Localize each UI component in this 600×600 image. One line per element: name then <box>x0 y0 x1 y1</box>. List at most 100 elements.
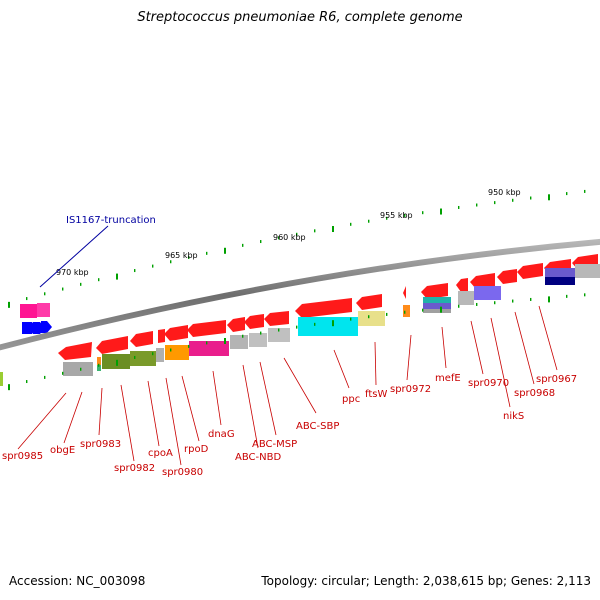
gene-arrow-ftsW <box>403 286 406 299</box>
inner-scale-tick <box>8 384 10 391</box>
mobile-label-IS1167: IS1167-truncation <box>66 215 156 226</box>
gene-label-spr0980: spr0980 <box>162 467 203 478</box>
genome-summary-text: Topology: circular; Length: 2,038,615 bp… <box>261 574 591 588</box>
gene-arrow-mefE <box>421 283 448 299</box>
outer-scale-tick <box>170 260 172 264</box>
outer-scale-tick <box>296 232 298 236</box>
outer-scale-tick <box>512 198 514 202</box>
outer-scale-tick <box>8 301 10 308</box>
inner-scale-tick <box>170 348 172 352</box>
inner-scale-tick <box>296 325 298 329</box>
mobile-arrow-blue-3 <box>41 321 52 333</box>
gene-arrow-ppc <box>356 294 382 310</box>
inner-scale-tick <box>584 293 586 297</box>
block-gray-2 <box>156 348 164 362</box>
outer-scale-tick <box>584 189 586 193</box>
outer-scale-tick <box>278 236 280 240</box>
inner-scale-tick <box>62 371 64 375</box>
inner-scale-tick <box>134 355 136 359</box>
gene-arrow-rpoD <box>187 320 226 337</box>
outer-scale-tick <box>314 229 316 233</box>
outer-scale-tick <box>458 205 460 209</box>
outer-scale-tick <box>530 196 532 200</box>
outer-scale-tick <box>80 282 82 286</box>
outer-scale-tick <box>386 216 388 220</box>
gene-label-spr0970: spr0970 <box>468 378 509 389</box>
gene-arrow-spr0985 <box>58 342 92 360</box>
kbp-label-960: 960 kbp <box>273 233 306 242</box>
gene-arrow-spr0968 <box>497 269 517 284</box>
block-cyan-2 <box>423 297 451 303</box>
gene-labels: spr0985 obgE spr0983 spr0982 cpoA spr098… <box>2 305 577 478</box>
outer-scale-tick <box>26 297 28 301</box>
block-gray-6 <box>423 309 451 313</box>
inner-scale-tick <box>422 308 424 312</box>
block-orange-2 <box>165 345 189 360</box>
outer-scale-tick <box>350 222 352 226</box>
inner-scale-tick <box>476 302 478 306</box>
gene-label-dnaG: dnaG <box>208 429 235 440</box>
outer-scale-tick <box>188 255 190 259</box>
kbp-label-955: 955 kbp <box>380 211 413 220</box>
inner-scale-tick <box>368 315 370 319</box>
block-purple-2 <box>474 286 501 300</box>
gene-arrow-ABC-MSP <box>264 311 289 326</box>
outer-scale-tick <box>404 213 406 217</box>
outer-scale-tick <box>440 208 442 215</box>
gene-label-ftsW: ftsW <box>365 389 387 400</box>
outer-scale-tick <box>44 292 46 296</box>
inner-scale-tick <box>152 352 154 356</box>
inner-scale-tick <box>26 380 28 384</box>
inner-scale-tick <box>80 367 82 371</box>
inner-scale-tick <box>332 320 334 327</box>
kbp-label-965: 965 kbp <box>165 251 198 260</box>
scale-labels: 970 kbp 965 kbp 960 kbp 955 kbp 950 kbp <box>56 188 521 277</box>
inner-scale-tick <box>530 297 532 301</box>
scale-track <box>8 189 586 308</box>
mobile-element-track[interactable]: IS1167-truncation <box>20 215 156 334</box>
gene-label-ABC-SBP: ABC-SBP <box>296 421 339 432</box>
gene-arrows[interactable] <box>58 254 598 360</box>
outer-scale-tick <box>476 203 478 207</box>
inner-scale-tick <box>440 306 442 313</box>
block-yellow-1 <box>358 311 385 326</box>
outer-scale-tick <box>62 287 64 291</box>
outer-scale-tick <box>332 226 334 233</box>
gene-label-nikS: nikS <box>503 411 524 422</box>
inner-scale-tick <box>224 338 226 345</box>
inner-scale-tick <box>242 334 244 338</box>
inner-scale-tick <box>566 294 568 298</box>
gene-label-spr0972: spr0972 <box>390 384 431 395</box>
block-blue-1 <box>545 268 575 278</box>
kbp-label-970: 970 kbp <box>56 268 89 277</box>
gene-arrow-spr0983 <box>130 331 153 347</box>
genome-backbone <box>0 238 600 351</box>
gene-label-spr0982: spr0982 <box>114 463 155 474</box>
inner-scale-tick <box>260 331 262 335</box>
inner-scale-tick <box>206 341 208 345</box>
block-magenta-1 <box>189 341 229 356</box>
inner-track <box>8 293 586 391</box>
gene-label-mefE: mefE <box>435 373 461 384</box>
map-title: Streptococcus pneumoniae R6, complete ge… <box>137 10 463 25</box>
inner-scale-tick <box>278 328 280 332</box>
gene-arrow-spr0967a <box>517 263 543 279</box>
block-orange-3 <box>403 305 410 317</box>
outer-scale-tick <box>206 251 208 255</box>
inner-scale-tick <box>386 312 388 316</box>
gene-label-cpoA: cpoA <box>148 448 173 459</box>
accession-text: Accession: NC_003098 <box>9 574 146 588</box>
block-green-1 <box>97 365 101 371</box>
mobile-element-box-pink-2 <box>37 303 50 317</box>
inner-scale-tick <box>548 296 550 303</box>
gene-label-spr0983: spr0983 <box>80 439 121 450</box>
gene-arrow-cpoA <box>164 325 188 341</box>
outer-scale-tick <box>548 194 550 201</box>
inner-scale-tick <box>188 344 190 348</box>
block-gray-1 <box>63 362 93 376</box>
outer-scale-tick <box>134 269 136 273</box>
gene-arrow-nikS <box>470 273 495 289</box>
block-gray-8 <box>575 264 600 278</box>
outer-scale-tick <box>98 278 100 282</box>
